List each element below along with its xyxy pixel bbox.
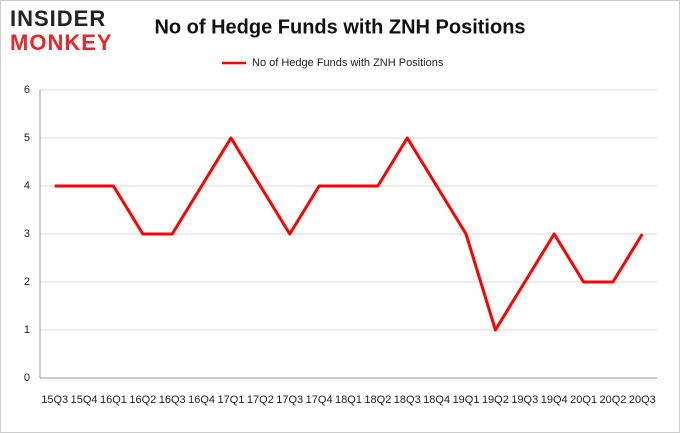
x-tick-label: 15Q3 [41,394,68,406]
y-tick-label: 6 [24,84,30,96]
y-tick-label: 3 [24,228,30,240]
x-tick-label: 17Q2 [247,394,274,406]
x-tick-label: 18Q4 [423,394,450,406]
x-tick-label: 16Q3 [159,394,186,406]
x-tick-label: 18Q1 [335,394,362,406]
y-tick-label: 1 [24,324,30,336]
chart-title: No of Hedge Funds with ZNH Positions [154,16,525,38]
x-tick-label: 15Q4 [71,394,98,406]
x-tick-label: 19Q1 [453,394,480,406]
y-tick-label: 0 [24,372,30,384]
x-tick-label: 19Q3 [511,394,538,406]
y-tick-label: 5 [24,132,30,144]
x-tick-label: 17Q1 [218,394,245,406]
x-tick-label: 19Q2 [482,394,509,406]
x-tick-label: 17Q4 [306,394,333,406]
x-tick-label: 16Q1 [100,394,127,406]
y-tick-label: 4 [24,180,30,192]
x-tick-label: 20Q3 [629,394,656,406]
x-tick-label: 20Q2 [599,394,626,406]
x-tick-label: 20Q1 [570,394,597,406]
y-tick-label: 2 [24,276,30,288]
data-line [54,136,644,332]
x-tick-label: 18Q3 [394,394,421,406]
logo-bottom: MONKEY [10,30,113,55]
legend-label: No of Hedge Funds with ZNH Positions [252,57,444,69]
x-tick-label: 17Q3 [276,394,303,406]
x-tick-label: 16Q2 [129,394,156,406]
x-tick-label: 16Q4 [188,394,215,406]
logo-top: INSIDER [10,6,106,31]
legend: No of Hedge Funds with ZNH Positions [222,57,444,69]
x-tick-label: 18Q2 [364,394,391,406]
x-tick-label: 19Q4 [541,394,568,406]
